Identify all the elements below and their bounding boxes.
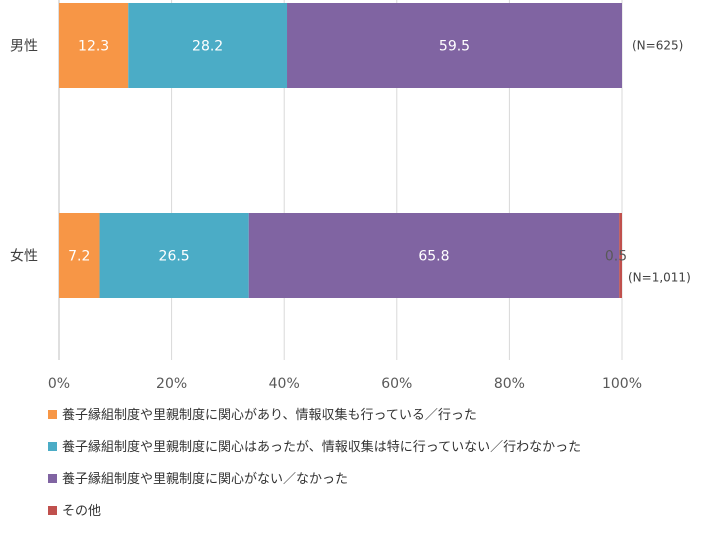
legend-swatch — [48, 410, 57, 419]
data-label: 0.5 — [605, 249, 627, 265]
sample-size-label: (N=1,011) — [628, 271, 691, 285]
bar-segment — [128, 3, 288, 88]
bar-segment — [59, 3, 129, 88]
bar-segment — [287, 3, 622, 88]
x-tick-label: 60% — [381, 376, 412, 392]
legend-item: その他 — [48, 501, 581, 533]
data-label: 26.5 — [159, 249, 190, 265]
legend-swatch — [48, 442, 57, 451]
bars — [59, 3, 622, 298]
legend-label: 養子縁組制度や里親制度に関心があり、情報収集も行っている／行った — [62, 408, 477, 423]
legend-swatch — [48, 474, 57, 483]
bar-segment — [619, 213, 622, 298]
data-label: 59.5 — [439, 39, 470, 55]
x-tick-label: 80% — [494, 376, 525, 392]
legend-swatch — [48, 506, 57, 515]
data-label: 65.8 — [418, 249, 449, 265]
bar-segment — [99, 213, 249, 298]
legend-item: 養子縁組制度や里親制度に関心があり、情報収集も行っている／行った — [48, 405, 581, 437]
x-tick-label: 100% — [602, 376, 642, 392]
sample-size-label: (N=625) — [632, 39, 683, 53]
legend-label: 養子縁組制度や里親制度に関心がない／なかった — [62, 472, 349, 487]
x-tick-label: 0% — [48, 376, 70, 392]
data-label: 12.3 — [78, 39, 109, 55]
stacked-bar-chart: 0% 20% 40% 60% 80% 100% 12.3 28.2 59.5 男性 (N=625) 7… — [10, 0, 691, 393]
x-tick-label: 40% — [269, 376, 300, 392]
legend-item: 養子縁組制度や里親制度に関心がない／なかった — [48, 469, 581, 501]
category-label: 女性 — [10, 248, 38, 265]
category-label: 男性 — [10, 39, 38, 55]
data-label: 28.2 — [192, 39, 223, 55]
legend-item: 養子縁組制度や里親制度に関心はあったが、情報収集は特に行っていない／行わなかった — [48, 437, 581, 469]
bar-segment — [248, 213, 620, 298]
bar-segment — [59, 213, 100, 298]
legend-label: 養子縁組制度や里親制度に関心はあったが、情報収集は特に行っていない／行わなかった — [62, 440, 582, 455]
x-tick-label: 20% — [156, 376, 187, 392]
data-label: 7.2 — [68, 249, 90, 265]
legend: 養子縁組制度や里親制度に関心があり、情報収集も行っている／行った 養子縁組制度や里… — [48, 405, 581, 533]
labels: 0% 20% 40% 60% 80% 100% 12.3 28.2 59.5 男性 (N=625) 7… — [10, 39, 691, 393]
legend-label: その他 — [62, 504, 102, 519]
